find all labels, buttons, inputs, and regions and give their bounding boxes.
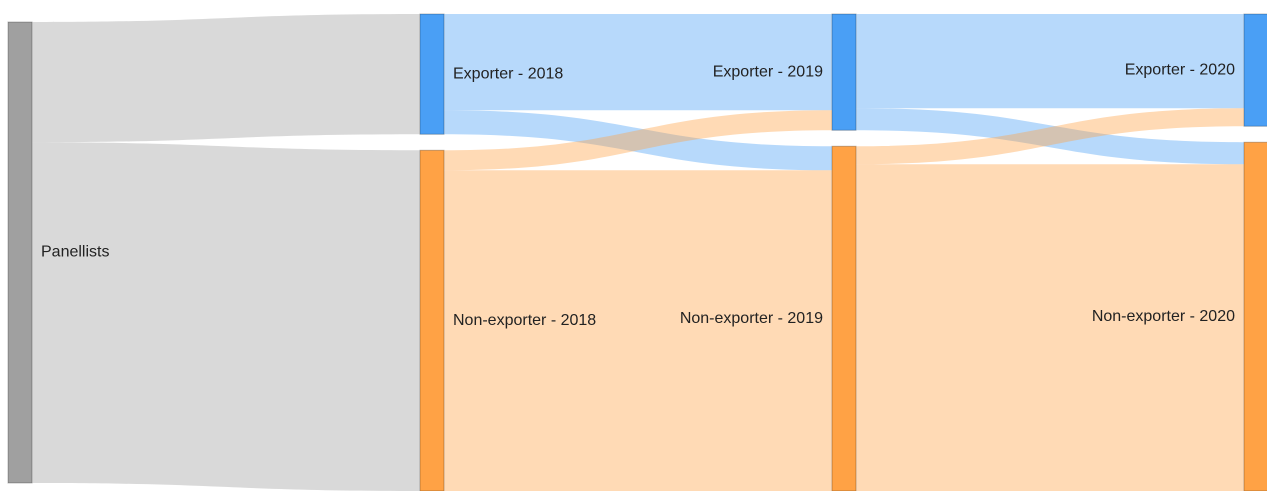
- node-label: Exporter - 2020: [1125, 61, 1235, 78]
- node: [1243, 13, 1267, 127]
- node-label: Non-exporter - 2019: [680, 310, 823, 327]
- link: [32, 142, 420, 491]
- labels: Panellists Exporter - 2018 Non-exporter - …: [41, 61, 1235, 329]
- node-label: Panellists: [41, 244, 109, 261]
- link: [32, 14, 420, 143]
- link: [444, 14, 832, 111]
- link: [856, 164, 1244, 491]
- node-label: Non-exporter - 2018: [453, 312, 596, 329]
- node: [831, 13, 857, 131]
- link: [444, 170, 832, 491]
- node-label: Non-exporter - 2020: [1092, 308, 1235, 325]
- link: [444, 110, 832, 171]
- node: [419, 13, 445, 135]
- link: [444, 110, 832, 171]
- node-label: Exporter - 2018: [453, 65, 563, 82]
- link: [856, 108, 1244, 165]
- nodes: [7, 13, 1267, 491]
- link: [856, 14, 1244, 109]
- node: [831, 145, 857, 491]
- node: [419, 149, 445, 491]
- node-label: Exporter - 2019: [713, 63, 823, 80]
- node: [1243, 141, 1267, 491]
- links: [32, 14, 1244, 491]
- node: [7, 21, 33, 484]
- link: [856, 108, 1244, 165]
